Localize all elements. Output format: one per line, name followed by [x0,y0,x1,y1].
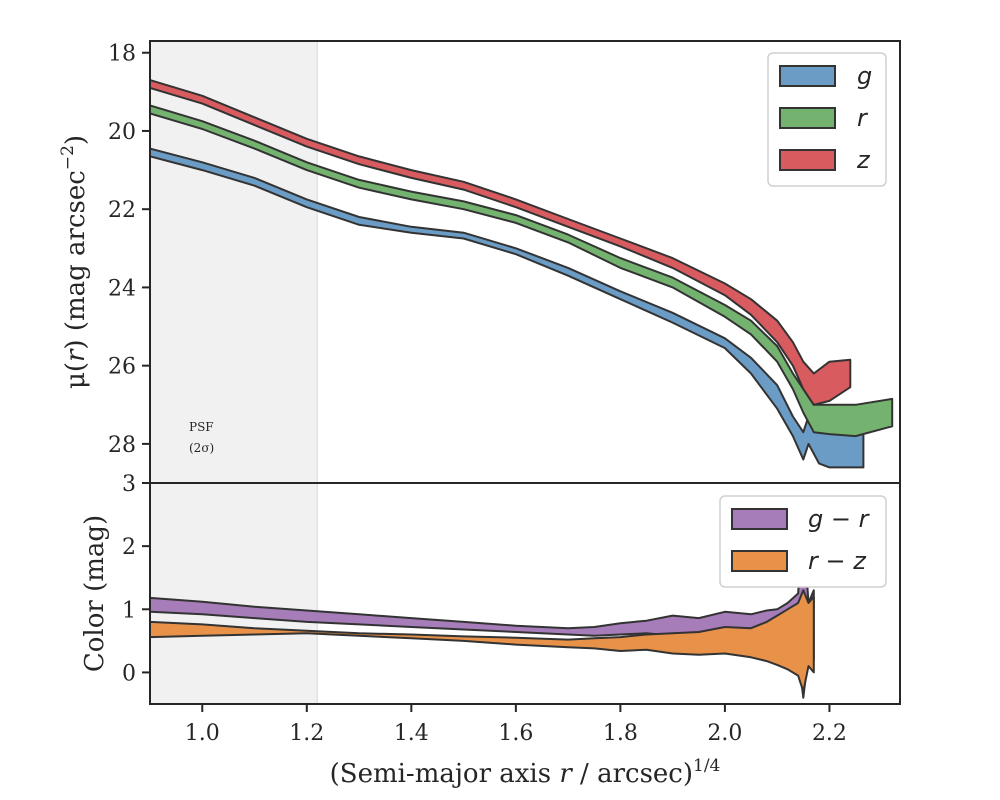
top-ytick-label: 22 [108,198,136,223]
psf-label-line1: PSF [189,420,214,434]
psf-shaded-region-bottom [150,483,318,704]
psf-shaded-region-top [150,41,318,483]
x-axis-label: (Semi-major axis r / arcsec)1/4 [330,756,721,789]
band-r [150,104,894,438]
legend-swatch [779,107,836,129]
xtick-label: 1.2 [289,721,324,746]
top-ytick-label: 26 [108,355,136,380]
xtick-label: 2.0 [707,721,742,746]
top-y-axis-label: μ(r) (mag arcsec−2) [58,135,91,389]
ylabel-suffix: ) [61,135,91,145]
bottom-y-axis-label: Color (mag) [80,515,110,672]
top-legend: grz [767,52,887,187]
band-g [150,147,865,469]
legend-swatch [779,149,836,171]
xtick-label: 1.6 [498,721,533,746]
xlabel-sup: 1/4 [693,756,720,776]
xlabel-var: r [559,759,573,789]
top-panel-bands [150,79,894,469]
bottom-ytick-label: 3 [122,472,136,497]
bottom-panel-bands [150,526,815,699]
legend-label: g [857,62,872,90]
legend-label: g − r [808,505,871,533]
xtick-label: 2.2 [812,721,847,746]
xlabel-mid: / arcsec) [572,759,693,789]
xlabel-prefix: (Semi-major axis [330,759,560,789]
bottom-ytick-label: 2 [122,535,136,560]
ylabel-mid: ) (mag arcsec [61,170,91,349]
xtick-label: 1.8 [603,721,638,746]
top-ytick-label: 20 [108,120,136,145]
bottom-legend: g − r r − z [719,495,887,588]
band-rz [150,589,815,693]
top-ytick-label: 28 [108,433,136,458]
xtick-label: 1.4 [394,721,429,746]
legend-label: z [856,146,871,174]
top-ytick-label: 18 [108,42,136,67]
bottom-panel-frame [149,482,901,705]
ylabel-prefix: μ( [61,362,91,389]
psf-label-line2: (2σ) [189,441,214,455]
legend-swatch [731,508,788,530]
bottom-ytick-label: 1 [122,598,136,623]
legend-label: r − z [808,547,867,575]
band-z [150,79,852,406]
legend-label: r [857,104,869,132]
ylabel-var: r [61,348,91,362]
xtick-label: 1.0 [185,721,220,746]
bottom-ytick-label: 0 [122,661,136,686]
axis-ticks: 18 20 22 24 26 28 0 1 2 3 1.0 1.2 1.4 1.6 1.8 2.0 2.2 [108,42,847,746]
top-ytick-label: 24 [108,276,136,301]
ylabel-sup: −2 [58,145,78,170]
legend-swatch [731,550,788,572]
legend-swatch [779,65,836,87]
